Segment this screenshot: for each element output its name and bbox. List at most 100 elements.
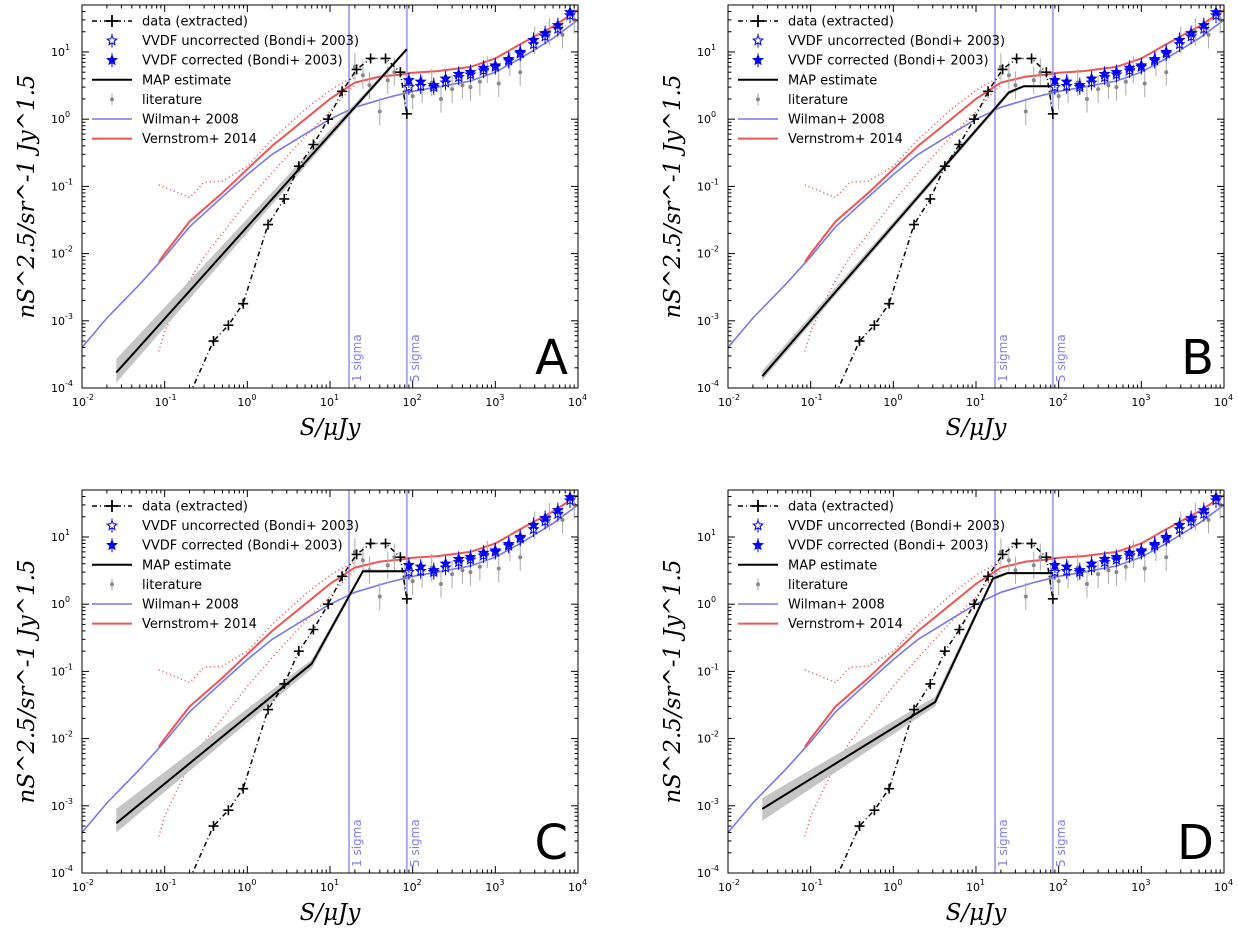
legend-marker xyxy=(751,538,765,551)
x-tick-label: 102 xyxy=(1049,878,1068,894)
legend-label: VVDF corrected (Bondi+ 2003) xyxy=(788,54,989,69)
sigma-label: 5 sigma xyxy=(1054,334,1068,382)
legend-entry: data (extracted) xyxy=(92,500,248,515)
data-point xyxy=(208,821,219,832)
x-tick-label: 101 xyxy=(966,878,985,894)
legend-entry: MAP estimate xyxy=(738,558,877,573)
literature-point xyxy=(410,579,415,584)
vvdf-corrected-point xyxy=(514,530,527,543)
legend-entry: literature xyxy=(110,578,202,593)
data-point xyxy=(954,139,965,150)
literature-point xyxy=(1013,568,1018,573)
legend-marker xyxy=(106,500,118,512)
data-point xyxy=(969,114,980,125)
legend: data (extracted) VVDF uncorrected (Bondi+… xyxy=(92,15,359,147)
y-axis-label: nS^2.5/sr^-1 Jy^1.5 xyxy=(660,559,686,803)
plot-area xyxy=(728,5,1224,388)
legend-entry: VVDF uncorrected (Bondi+ 2003) xyxy=(751,518,1005,534)
vvdf-corrected-point xyxy=(452,552,465,565)
x-tick-label: 104 xyxy=(568,393,587,409)
data-extracted-line xyxy=(837,57,1054,388)
legend-entry: MAP estimate xyxy=(92,73,231,88)
legend-entry: literature xyxy=(756,578,848,593)
x-tick-label: 101 xyxy=(320,878,339,894)
legend-marker xyxy=(751,519,765,531)
literature-point xyxy=(1206,517,1211,522)
vvdf-corrected-point xyxy=(439,557,452,569)
vernstrom-2014-line xyxy=(157,9,578,263)
data-extracted-line xyxy=(191,57,408,388)
x-tick-label: 100 xyxy=(237,393,256,409)
y-tick-label: 101 xyxy=(697,43,716,59)
vvdf-corrected-point xyxy=(1184,511,1198,524)
legend-label: literature xyxy=(788,578,848,593)
vvdf-corrected-point xyxy=(1135,544,1148,556)
y-tick-label: 10-2 xyxy=(51,245,73,261)
vvdf-corrected-point xyxy=(1123,61,1136,73)
x-axis-label: S/μJy xyxy=(946,415,1008,441)
map-uncertainty-band xyxy=(116,47,407,383)
y-tick-label: 10-1 xyxy=(697,662,719,678)
data-point xyxy=(351,549,362,560)
legend-label: literature xyxy=(142,578,202,593)
vvdf-corrected-point xyxy=(1148,537,1161,550)
y-tick-label: 100 xyxy=(51,595,70,611)
literature-point xyxy=(1114,85,1119,90)
legend-label: Vernstrom+ 2014 xyxy=(142,132,257,147)
vernstrom-2014-line xyxy=(157,494,578,748)
x-tick-label: 104 xyxy=(1214,393,1233,409)
data-point xyxy=(380,53,391,64)
legend-label: Wilman+ 2008 xyxy=(788,113,885,128)
legend-label: data (extracted) xyxy=(788,15,894,30)
literature-point xyxy=(1142,81,1147,86)
data-point xyxy=(1011,538,1022,549)
y-tick-label: 10-3 xyxy=(51,797,73,813)
legend-entry: VVDF corrected (Bondi+ 2003) xyxy=(751,538,989,554)
data-point xyxy=(925,678,936,689)
data-point xyxy=(983,86,994,97)
legend-entry: VVDF uncorrected (Bondi+ 2003) xyxy=(751,33,1005,49)
legend-entry: VVDF corrected (Bondi+ 2003) xyxy=(751,53,989,69)
chart-panel-a: 1 sigma 5 sigma 10-2 10-1 100 101 102 103 104 10-… xyxy=(14,4,587,441)
vvdf-corrected-point xyxy=(489,544,502,556)
literature-point xyxy=(1106,568,1111,573)
literature-point xyxy=(468,85,473,90)
data-point xyxy=(884,783,895,794)
vvdf-corrected-point xyxy=(1110,550,1123,563)
legend-entry: data (extracted) xyxy=(92,15,248,30)
sigma-label: 5 sigma xyxy=(1054,819,1068,867)
vvdf-corrected-point xyxy=(1160,530,1173,543)
x-tick-label: 10-1 xyxy=(801,878,823,894)
data-point xyxy=(1011,53,1022,64)
legend-entry: MAP estimate xyxy=(92,558,231,573)
x-axis-label: S/μJy xyxy=(300,900,362,926)
literature-point xyxy=(1038,70,1043,75)
data-point xyxy=(223,320,234,331)
literature-point xyxy=(392,555,397,560)
x-tick-label: 10-2 xyxy=(718,878,740,894)
literature-point xyxy=(1031,563,1036,568)
data-point xyxy=(337,571,348,582)
data-point xyxy=(939,161,950,172)
literature-point xyxy=(560,32,565,37)
chart-panel-d: 1 sigma 5 sigma 10-2 10-1 100 101 102 103 104 10-… xyxy=(660,489,1233,926)
legend-label: VVDF corrected (Bondi+ 2003) xyxy=(142,539,343,554)
map-uncertainty-band xyxy=(116,569,407,833)
legend-marker xyxy=(105,34,119,46)
data-point xyxy=(263,219,274,230)
y-tick-label: 100 xyxy=(697,595,716,611)
data-point xyxy=(401,108,412,119)
data-point xyxy=(401,593,412,604)
vvdf-corrected-point xyxy=(1197,503,1210,516)
literature-point xyxy=(377,109,382,114)
legend-marker xyxy=(106,15,118,27)
vvdf-corrected-point xyxy=(1173,518,1186,531)
data-point xyxy=(293,161,304,172)
vvdf-corrected-point xyxy=(527,518,540,531)
legend-entry: Wilman+ 2008 xyxy=(92,598,239,613)
legend: data (extracted) VVDF uncorrected (Bondi+… xyxy=(738,500,1005,632)
y-tick-label: 10-4 xyxy=(697,864,719,880)
x-tick-label: 100 xyxy=(883,393,902,409)
data-point xyxy=(365,53,376,64)
legend-entry: Wilman+ 2008 xyxy=(738,598,885,613)
